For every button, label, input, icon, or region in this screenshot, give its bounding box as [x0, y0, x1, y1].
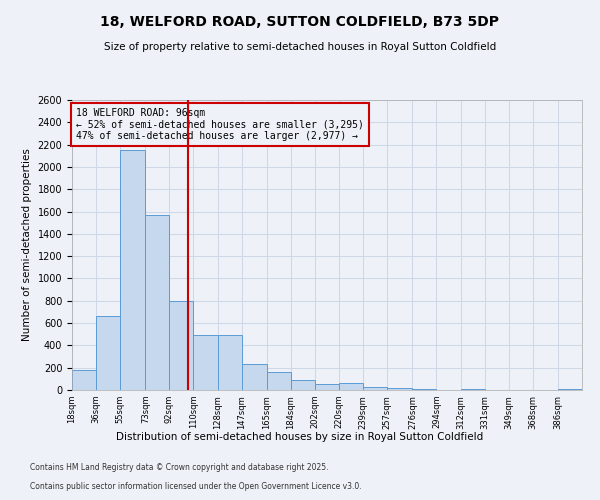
Bar	[387, 388, 412, 390]
Bar	[120, 150, 145, 390]
Text: Contains HM Land Registry data © Crown copyright and database right 2025.: Contains HM Land Registry data © Crown c…	[30, 464, 329, 472]
Bar	[242, 364, 267, 390]
Text: 18, WELFORD ROAD, SUTTON COLDFIELD, B73 5DP: 18, WELFORD ROAD, SUTTON COLDFIELD, B73 …	[101, 15, 499, 29]
Y-axis label: Number of semi-detached properties: Number of semi-detached properties	[22, 148, 32, 342]
Bar	[193, 336, 218, 390]
Text: Distribution of semi-detached houses by size in Royal Sutton Coldfield: Distribution of semi-detached houses by …	[116, 432, 484, 442]
Bar	[169, 301, 193, 390]
Bar	[363, 387, 387, 390]
Bar	[339, 383, 363, 390]
Bar	[218, 336, 242, 390]
Text: Contains public sector information licensed under the Open Government Licence v3: Contains public sector information licen…	[30, 482, 362, 491]
Bar	[72, 370, 96, 390]
Bar	[96, 316, 120, 390]
Bar	[291, 380, 315, 390]
Bar	[315, 384, 339, 390]
Bar	[145, 215, 169, 390]
Text: 18 WELFORD ROAD: 96sqm
← 52% of semi-detached houses are smaller (3,295)
47% of : 18 WELFORD ROAD: 96sqm ← 52% of semi-det…	[76, 108, 364, 141]
Text: Size of property relative to semi-detached houses in Royal Sutton Coldfield: Size of property relative to semi-detach…	[104, 42, 496, 52]
Bar	[267, 372, 291, 390]
